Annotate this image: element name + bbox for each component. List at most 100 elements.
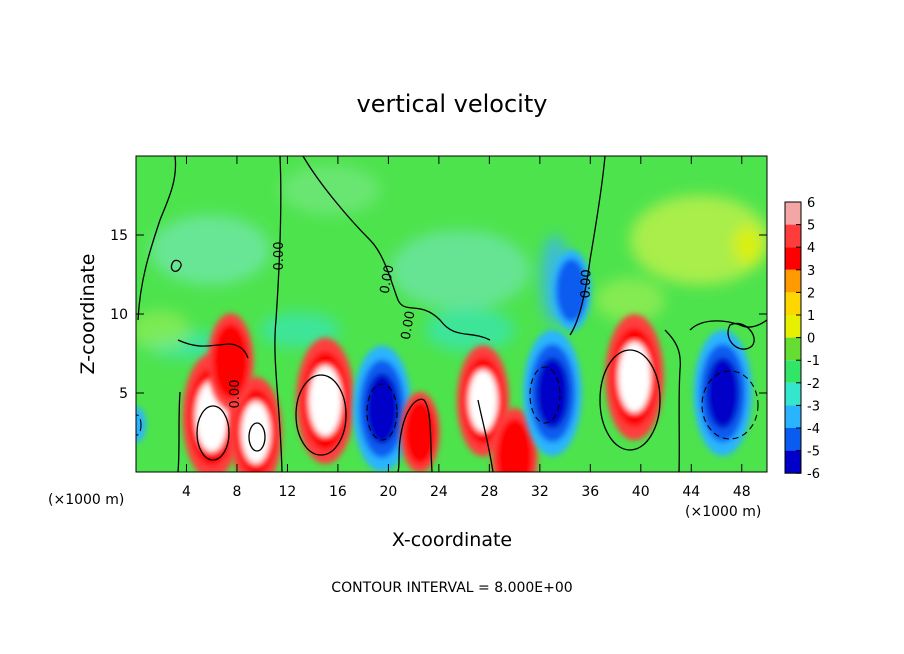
colorbar-segment — [785, 247, 801, 270]
colorbar-segment — [785, 450, 801, 474]
colorbar-label: -1 — [807, 354, 820, 369]
y-tick-label: 15 — [110, 228, 128, 244]
colorbar-label: -2 — [807, 377, 820, 392]
velocity-field — [136, 156, 767, 472]
contour-line — [689, 319, 767, 331]
contour-line — [727, 322, 755, 350]
cell-ring — [496, 418, 533, 472]
contour-label: 0.00 — [378, 264, 398, 295]
colorbar-segment — [785, 315, 801, 338]
x-tick-label: 32 — [531, 484, 549, 500]
updraft-cell — [296, 337, 355, 464]
contour-line — [295, 374, 347, 456]
x-tick-label: 20 — [379, 484, 397, 500]
contour-lines — [137, 156, 767, 472]
cell-ring — [404, 400, 436, 465]
colorbar-label: 6 — [807, 196, 815, 211]
updraft-cell — [207, 313, 254, 410]
contour-line — [569, 156, 606, 336]
colorbar-label: 4 — [807, 241, 815, 256]
contour-line — [248, 422, 266, 452]
colorbar: 6 5 4 3 2 1 0 -1 -2 -3 -4 -5 -6 — [784, 196, 820, 482]
y-tick-label: 10 — [110, 307, 128, 323]
contour-line — [529, 366, 561, 424]
contour-line — [177, 339, 249, 359]
colorbar-segment — [785, 292, 801, 315]
colorbar-segment — [785, 202, 801, 225]
colorbar-label: 0 — [807, 332, 815, 347]
contour-label: 0.00 — [228, 380, 243, 409]
contour-line — [701, 370, 759, 440]
contour-line — [136, 414, 142, 436]
x-tick-label: 40 — [632, 484, 650, 500]
contour-label: 0.00 — [399, 310, 419, 341]
x-tick-label: 12 — [279, 484, 297, 500]
y-axis: 5 10 15 — [110, 228, 767, 402]
updraft-cell — [605, 314, 664, 441]
cell-ring — [618, 341, 651, 413]
contour-labels: 0.00 0.00 0.00 0.00 0.00 — [228, 242, 595, 409]
cell-ring — [308, 365, 342, 437]
contour-line — [366, 383, 398, 441]
colorbar-segment — [785, 224, 801, 248]
x-axis: 4 8 12 16 20 24 28 32 36 40 44 48 — [182, 156, 751, 500]
cell-group — [136, 249, 753, 472]
x-axis-label: X-coordinate — [392, 529, 512, 551]
colorbar-segment — [785, 337, 801, 361]
updraft-cell — [400, 392, 440, 472]
colorbar-label: -4 — [807, 422, 820, 437]
x-unit-left: (×1000 m) — [48, 492, 124, 508]
colorbar-label: 2 — [807, 286, 815, 301]
contour-label: 0.00 — [272, 242, 287, 271]
contour-line — [477, 399, 494, 472]
contour-line — [397, 398, 433, 472]
x-tick-label: 28 — [480, 484, 498, 500]
contour-line — [599, 349, 661, 451]
downdraft-cell — [352, 345, 412, 472]
x-tick-label: 48 — [733, 484, 751, 500]
cell-ring — [706, 357, 740, 429]
contour-line — [137, 156, 177, 321]
x-unit-right: (×1000 m) — [685, 504, 761, 520]
colorbar-label: 3 — [807, 264, 815, 279]
x-tick-label: 24 — [430, 484, 448, 500]
colorbar-label: -6 — [807, 467, 820, 482]
contour-line — [274, 156, 283, 472]
contour-line — [664, 329, 681, 472]
x-tick-label: 36 — [581, 484, 599, 500]
cell-ring — [536, 357, 569, 429]
colorbar-label: -3 — [807, 399, 820, 414]
downdraft-cell — [523, 330, 582, 456]
colorbar-label: 5 — [807, 219, 815, 234]
cell-ring — [556, 258, 587, 322]
downdraft-cell — [693, 330, 753, 456]
colorbar-segment — [785, 269, 801, 293]
contour-line — [177, 391, 181, 472]
downdraft-cell — [551, 249, 591, 331]
chart-title: vertical velocity — [357, 90, 548, 118]
contour-lines-negative — [136, 366, 759, 441]
contour-line — [196, 405, 230, 461]
x-tick-label: 16 — [329, 484, 347, 500]
field-texture — [136, 165, 767, 359]
cell-ring — [212, 323, 249, 399]
colorbar-label: 1 — [807, 309, 815, 324]
colorbar-segment — [785, 382, 801, 406]
colorbar-segment — [785, 360, 801, 383]
cell-ring — [468, 369, 498, 432]
colorbar-segment — [785, 428, 801, 451]
cell-ring — [365, 373, 399, 445]
y-axis-label: Z-coordinate — [77, 254, 99, 375]
cell-ring — [241, 401, 271, 464]
colorbar-segment — [785, 405, 801, 428]
updraft-cell — [491, 408, 538, 472]
contour-interval-note: CONTOUR INTERVAL = 8.000E+00 — [331, 580, 572, 596]
x-tick-label: 8 — [232, 484, 241, 500]
contour-line — [170, 259, 182, 272]
contour-line — [302, 156, 491, 341]
x-tick-label: 44 — [682, 484, 700, 500]
y-tick-label: 5 — [119, 386, 128, 402]
contour-label: 0.00 — [579, 269, 595, 298]
colorbar-label: -5 — [807, 445, 820, 460]
